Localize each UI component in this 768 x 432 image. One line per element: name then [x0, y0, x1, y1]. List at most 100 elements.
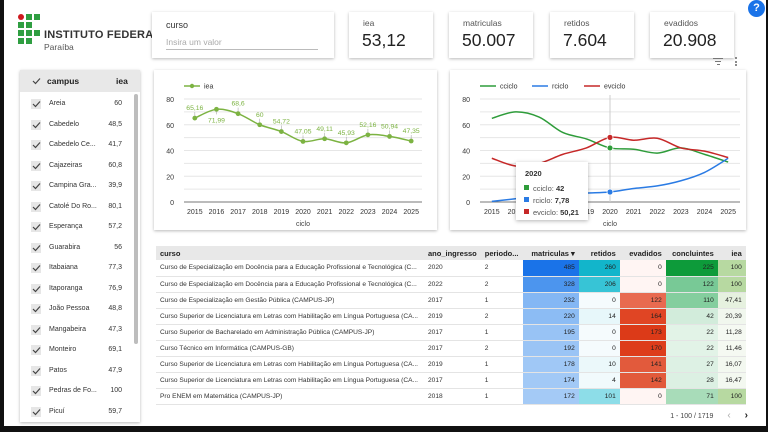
y-tick-label: 40 — [462, 149, 470, 156]
x-tick-label: 2020 — [602, 209, 618, 216]
col-evadidos[interactable]: evadidos — [619, 246, 666, 260]
col-periodo[interactable]: periodo... — [480, 246, 523, 260]
checkbox[interactable] — [31, 283, 41, 294]
campus-list-item[interactable]: Cabedelo 48,5 — [20, 115, 130, 135]
checkbox[interactable] — [31, 181, 41, 191]
campus-list-item[interactable]: Catolé Do Ro... 80,1 — [20, 197, 130, 217]
campus-list-item[interactable]: Cajazeiras 60,8 — [20, 156, 130, 176]
y-tick-label: 60 — [166, 123, 174, 130]
table-row[interactable]: Curso Superior de Licenciatura em Letras… — [156, 356, 746, 373]
iea-column-header[interactable]: iea — [116, 76, 128, 86]
table-row[interactable]: Curso Superior de Bacharelado em Adminis… — [156, 324, 746, 341]
campus-list-item[interactable]: Cabedelo Ce... 41,7 — [20, 135, 130, 155]
col-concluintes[interactable]: concluintes — [665, 246, 718, 260]
ciclo-line-chart: 0204060802015201620172018201920202021202… — [450, 70, 746, 230]
cell-matriculas: 232 — [522, 292, 579, 309]
checkbox[interactable] — [31, 242, 41, 253]
y-tick-label: 40 — [166, 149, 174, 156]
table-row[interactable]: Curso Superior de Licenciatura em Letras… — [156, 372, 746, 389]
checkbox[interactable] — [31, 345, 41, 355]
data-point[interactable] — [300, 139, 306, 144]
data-point[interactable] — [214, 106, 219, 112]
checkbox[interactable] — [31, 365, 41, 376]
table-row[interactable]: Pro ENEM em Matemática (CAMPUS-JP) 2018 1 1… — [156, 388, 746, 405]
help-icon[interactable]: ? — [748, 0, 765, 17]
filter-icon[interactable] — [713, 58, 723, 66]
campus-filter-list: campus iea Areia 60 Cabedelo 48,5 Cabedelo C… — [20, 70, 140, 422]
cell-concluintes: 71 — [665, 388, 718, 405]
campus-list-item[interactable]: Campina Gra... 39,9 — [20, 176, 130, 196]
data-point[interactable] — [322, 136, 328, 142]
checkbox[interactable] — [31, 222, 41, 232]
x-tick-label: 2022 — [338, 209, 354, 216]
legend-label[interactable]: rciclo — [552, 84, 568, 91]
checkbox[interactable] — [31, 324, 41, 335]
campus-list-item[interactable]: João Pessoa 48,8 — [20, 299, 130, 319]
campus-list-item[interactable]: Picuí 59,7 — [20, 402, 130, 422]
checkbox[interactable] — [31, 304, 41, 314]
select-all-checkbox[interactable] — [31, 76, 41, 86]
data-point[interactable] — [235, 111, 241, 117]
campus-list-item[interactable]: Itabaiana 77,3 — [20, 258, 130, 278]
prev-page-button[interactable]: ‹ — [727, 410, 731, 421]
checkbox[interactable] — [31, 201, 41, 212]
more-options-icon[interactable] — [734, 57, 738, 67]
legend-label[interactable]: evciclo — [604, 84, 626, 91]
data-point[interactable] — [343, 140, 349, 146]
checkbox[interactable] — [31, 406, 41, 417]
campus-list-item[interactable]: Esperança 57,2 — [20, 217, 130, 237]
checkbox[interactable] — [31, 386, 41, 396]
cell-iea: 16,47 — [717, 372, 746, 389]
scorecard-matriculas: matriculas 50.007 — [449, 12, 533, 58]
curso-search-input[interactable] — [166, 35, 318, 50]
col-matriculas[interactable]: matriculas ▾ — [522, 246, 579, 260]
table-row[interactable]: Curso de Especialização em Docência para… — [156, 276, 746, 293]
data-point[interactable] — [257, 122, 263, 128]
table-row[interactable]: Curso de Especialização em Gestão Públic… — [156, 292, 746, 309]
checkbox[interactable] — [31, 119, 41, 130]
campus-list-item[interactable]: Pedras de Fo... 100 — [20, 381, 130, 401]
cell-retidos: 0 — [578, 292, 620, 309]
scorecard-value: 53,12 — [362, 30, 406, 50]
campus-list-item[interactable]: Guarabira 56 — [20, 238, 130, 258]
data-point[interactable] — [387, 134, 392, 139]
data-label: 49,11 — [316, 126, 333, 133]
data-label: 71,99 — [208, 117, 225, 124]
campus-column-header[interactable]: campus — [47, 76, 80, 86]
data-point[interactable] — [365, 132, 371, 138]
data-point[interactable] — [278, 129, 284, 134]
checkbox[interactable] — [31, 99, 41, 109]
campus-list-item[interactable]: Areia 60 — [20, 94, 130, 114]
col-iea[interactable]: iea — [717, 246, 746, 260]
table-row[interactable]: Curso de Especialização em Docência para… — [156, 260, 746, 277]
campus-name: Cajazeiras — [49, 161, 83, 169]
scorecard-label: matriculas — [463, 18, 502, 28]
table-row[interactable]: Curso Superior de Licenciatura em Letras… — [156, 308, 746, 325]
checkbox[interactable] — [31, 140, 41, 150]
campus-name: Itaporanga — [49, 284, 83, 292]
data-point[interactable] — [408, 138, 414, 144]
campus-list-item[interactable]: Itaporanga 76,9 — [20, 279, 130, 299]
campus-list-item[interactable]: Monteiro 69,1 — [20, 340, 130, 360]
campus-list-item[interactable]: Patos 47,9 — [20, 361, 130, 381]
checkbox[interactable] — [31, 263, 41, 273]
campus-name: Mangabeira — [49, 325, 86, 333]
legend-label[interactable]: cciclo — [500, 84, 518, 91]
scorecard-label: retidos — [564, 18, 590, 28]
scorecard-retidos: retidos 7.604 — [550, 12, 634, 58]
table-row[interactable]: Curso Técnico em Informática (CAMPUS-GB)… — [156, 340, 746, 357]
campus-list-item[interactable]: Mangabeira 47,3 — [20, 320, 130, 340]
highlighted-point — [606, 144, 614, 152]
scrollbar[interactable] — [134, 94, 138, 344]
col-ano-ingresso[interactable]: ano_ingresso — [424, 246, 481, 260]
next-page-button[interactable]: › — [744, 410, 748, 421]
legend-label[interactable]: iea — [204, 84, 213, 91]
campus-iea: 80,1 — [108, 202, 122, 210]
highlighted-point — [606, 133, 614, 141]
cell-ano-ingresso: 2019 — [424, 308, 481, 325]
checkbox[interactable] — [31, 160, 41, 171]
col-retidos[interactable]: retidos — [578, 246, 620, 260]
col-curso[interactable]: curso — [156, 246, 424, 260]
data-point[interactable] — [192, 115, 198, 121]
data-label: 52,16 — [359, 122, 376, 129]
